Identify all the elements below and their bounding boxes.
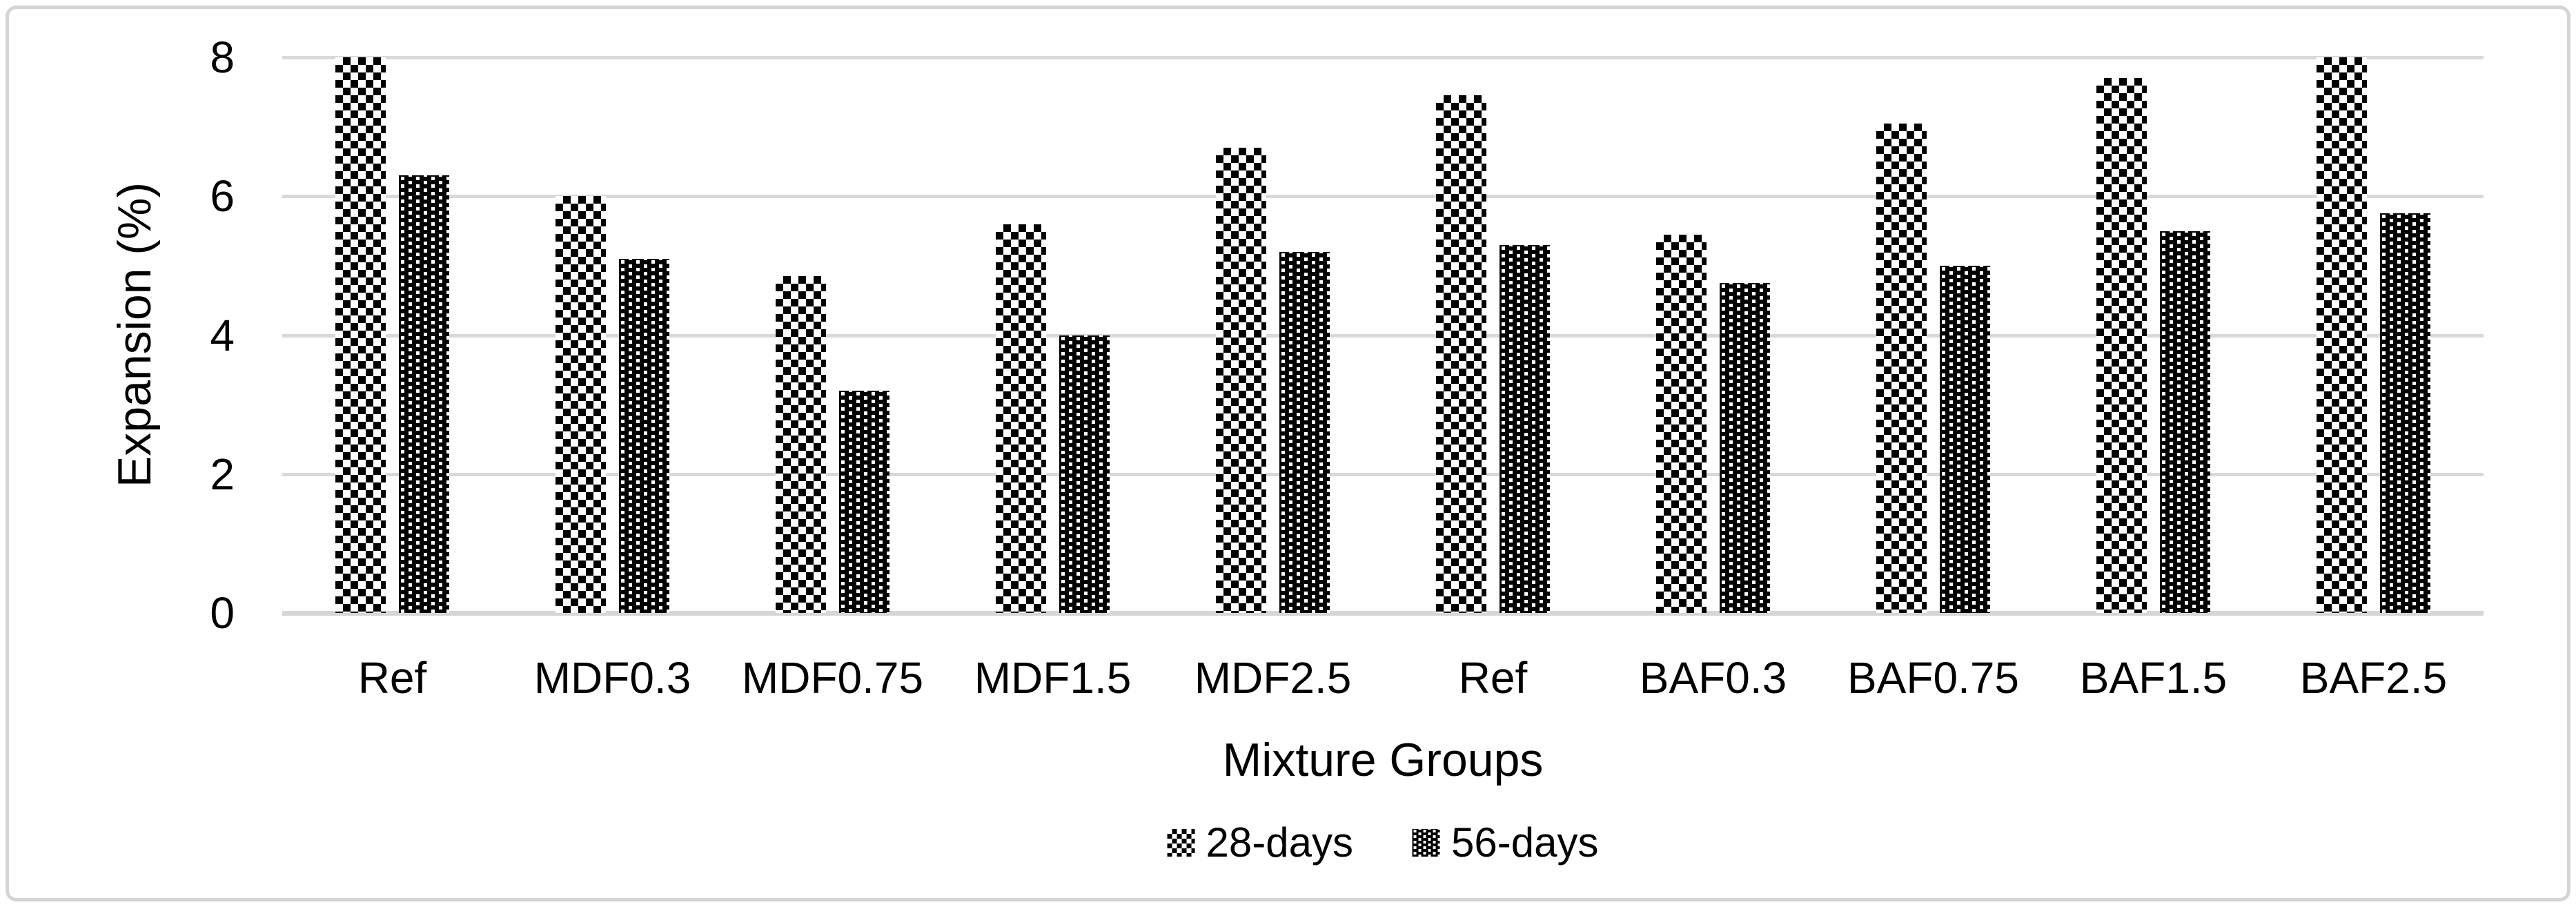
bar-56-days-BAF2.5-9 (2380, 213, 2430, 613)
legend-label: 56-days (1451, 819, 1599, 866)
gridline-y-8 (282, 56, 2484, 59)
bar-28-days-BAF2.5-9 (2317, 57, 2367, 613)
x-category-label-BAF0.75-7: BAF0.75 (1847, 653, 2020, 703)
y-tick-label-6: 6 (210, 171, 235, 222)
x-category-label-MDF0.3-1: MDF0.3 (533, 653, 691, 703)
bar-28-days-MDF0.3-1 (555, 196, 606, 613)
bar-56-days-Ref-5 (1500, 244, 1550, 613)
y-tick-label-8: 8 (210, 32, 235, 82)
bar-56-days-BAF0.3-6 (1720, 283, 1770, 613)
x-category-label-Ref-0: Ref (357, 653, 427, 703)
bar-28-days-Ref-5 (1436, 95, 1486, 613)
legend-swatch-dotted-grid-icon (1413, 828, 1440, 857)
gridline-y-2 (282, 472, 2484, 476)
y-tick-label-0: 0 (210, 588, 235, 638)
bar-56-days-BAF0.75-7 (1940, 265, 1990, 613)
legend: 28-days 56-days (1167, 819, 1598, 866)
bar-28-days-MDF0.75-2 (776, 275, 826, 613)
bar-28-days-BAF1.5-8 (2096, 78, 2147, 613)
bar-28-days-MDF1.5-3 (996, 224, 1046, 613)
bar-28-days-Ref-0 (335, 57, 386, 613)
x-category-label-MDF0.75-2: MDF0.75 (741, 653, 924, 703)
gridline-y-4 (282, 333, 2484, 338)
x-category-label-MDF2.5-4: MDF2.5 (1194, 653, 1352, 703)
bar-56-days-Ref-0 (399, 175, 449, 613)
chart-frame-border (6, 6, 2570, 901)
y-tick-label-2: 2 (210, 449, 235, 499)
x-category-label-BAF1.5-8: BAF1.5 (2079, 653, 2228, 703)
x-category-label-MDF1.5-3: MDF1.5 (974, 653, 1132, 703)
legend-item-56-days: 56-days (1413, 819, 1598, 866)
bar-56-days-MDF2.5-4 (1279, 251, 1330, 613)
legend-label: 28-days (1206, 819, 1353, 866)
bar-56-days-MDF1.5-3 (1059, 335, 1110, 613)
bar-56-days-MDF0.75-2 (839, 391, 889, 613)
x-category-label-BAF0.3-6: BAF0.3 (1639, 653, 1787, 703)
plot-area (282, 56, 2484, 616)
legend-item-28-days: 28-days (1167, 819, 1353, 866)
gridline-y-6 (282, 195, 2484, 199)
x-category-label-Ref-5: Ref (1458, 653, 1528, 703)
legend-swatch-checkerboard-icon (1167, 828, 1195, 857)
bar-28-days-BAF0.75-7 (1876, 123, 1927, 613)
bar-28-days-MDF2.5-4 (1216, 147, 1266, 613)
x-axis-baseline (282, 611, 2484, 616)
x-category-label-BAF2.5-9: BAF2.5 (2299, 653, 2448, 703)
y-tick-label-4: 4 (210, 310, 235, 360)
bar-56-days-BAF1.5-8 (2160, 231, 2210, 613)
x-axis-title: Mixture Groups (1222, 734, 1544, 786)
bar-28-days-BAF0.3-6 (1656, 234, 1707, 613)
bar-56-days-MDF0.3-1 (619, 258, 669, 613)
